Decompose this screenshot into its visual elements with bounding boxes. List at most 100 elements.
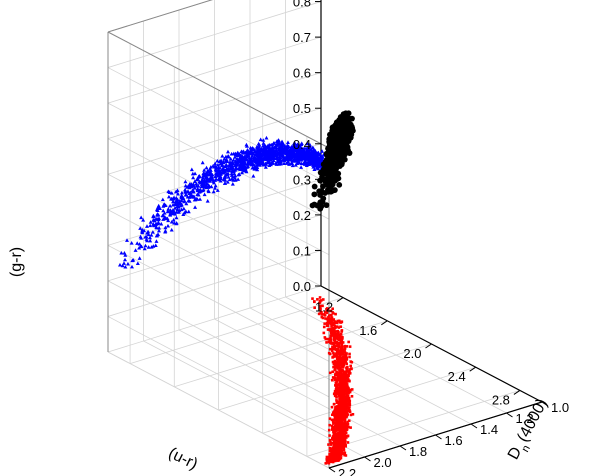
red-square-point [336, 336, 340, 339]
red-square-point [343, 422, 346, 425]
black-circle-point [334, 154, 341, 161]
red-square-point [338, 394, 342, 398]
blue-triangle-point [229, 173, 234, 177]
red-square-point [338, 359, 342, 362]
red-square-point [338, 383, 342, 387]
blue-triangle-point [320, 149, 325, 153]
blue-triangle-point [277, 157, 282, 162]
blue-triangle-point [279, 160, 284, 164]
red-square-point [332, 353, 336, 356]
blue-triangle-point [263, 154, 268, 158]
blue-triangle-point [135, 241, 140, 245]
blue-triangle-point [297, 144, 302, 149]
red-square-point [327, 314, 331, 317]
red-square-point [343, 443, 347, 447]
red-square-point [341, 452, 345, 455]
blue-triangle-point [264, 148, 269, 152]
red-square-point [339, 403, 342, 407]
red-square-point [346, 434, 350, 438]
red-square-point [339, 396, 342, 400]
red-square-point [333, 364, 337, 367]
red-square-point [335, 344, 339, 347]
blue-triangle-point [289, 153, 294, 158]
red-square-point [338, 400, 342, 404]
ur-tick-label: 2.4 [448, 369, 466, 384]
blue-triangle-point [176, 204, 181, 209]
red-square-point [348, 410, 352, 414]
blue-triangle-point [215, 158, 220, 163]
blue-triangle-point [187, 191, 192, 195]
black-circle-point [324, 181, 331, 188]
red-square-point [347, 378, 350, 381]
blue-triangle-point [211, 177, 216, 182]
blue-triangle-point [244, 142, 249, 147]
gr-tick-label: 0.7 [293, 30, 311, 45]
blue-triangle-point [195, 176, 200, 181]
red-square-point [339, 443, 342, 447]
red-square-point [332, 427, 336, 430]
red-square-point [336, 383, 340, 386]
red-square-point [332, 430, 335, 434]
ur-tick-mark [469, 366, 476, 372]
blue-triangle-point [314, 162, 319, 167]
red-square-point [334, 454, 338, 457]
red-square-point [317, 312, 321, 316]
red-square-point [325, 310, 329, 313]
red-square-point [333, 408, 337, 412]
red-square-point [338, 341, 342, 345]
red-square-point [330, 316, 334, 320]
red-square-point [330, 324, 333, 328]
ur-tick-mark [425, 343, 432, 349]
red-square-point [345, 380, 348, 383]
blue-triangle-point [162, 211, 167, 215]
blue-triangle-point [282, 158, 287, 163]
red-square-point [318, 300, 322, 304]
blue-triangle-point [210, 172, 215, 177]
blue-triangle-point [299, 156, 304, 160]
black-circle-point [336, 181, 343, 188]
red-square-point [334, 413, 338, 417]
blue-triangle-point [225, 166, 230, 171]
red-square-point [349, 413, 353, 417]
blue-triangle-point [305, 141, 310, 146]
red-square-point [330, 314, 333, 317]
blue-triangle-point [200, 188, 205, 193]
red-square-point [332, 422, 335, 425]
red-square-point [326, 308, 330, 312]
red-square-point [332, 362, 336, 366]
blue-triangle-point [169, 196, 174, 201]
dn-tick-label: 1.2 [516, 411, 534, 426]
red-square-point [335, 400, 339, 403]
red-square-point [341, 429, 345, 433]
red-square-point [331, 426, 334, 429]
blue-triangle-point [163, 228, 168, 233]
blue-triangle-point [255, 167, 260, 172]
red-square-point [337, 362, 341, 366]
blue-triangle-point [312, 167, 317, 171]
blue-triangle-point [202, 192, 207, 197]
blue-triangle-point [201, 174, 206, 178]
red-square-point [335, 335, 339, 339]
blue-triangle-point [251, 173, 256, 178]
blue-triangle-point [271, 158, 276, 163]
blue-triangle-point [172, 220, 177, 225]
blue-triangle-point [154, 216, 159, 221]
red-square-point [345, 389, 348, 393]
red-square-point [325, 307, 328, 311]
dn-tick-mark [364, 456, 371, 462]
gr-tick-label: 0.2 [293, 208, 311, 223]
blue-triangle-point [234, 163, 239, 167]
blue-triangle-point [316, 166, 321, 171]
red-square-point [328, 317, 332, 320]
red-square-point [347, 340, 350, 344]
blue-triangle-point [249, 155, 254, 160]
red-square-point [334, 326, 337, 329]
blue-triangle-point [259, 147, 264, 151]
red-square-point [341, 412, 345, 416]
blue-triangle-point [143, 243, 148, 248]
ur-tick-label: 1.6 [359, 323, 377, 338]
red-square-point [334, 415, 337, 419]
axis-frame [107, 0, 549, 473]
red-square-point [339, 391, 343, 394]
red-square-point [329, 459, 332, 463]
